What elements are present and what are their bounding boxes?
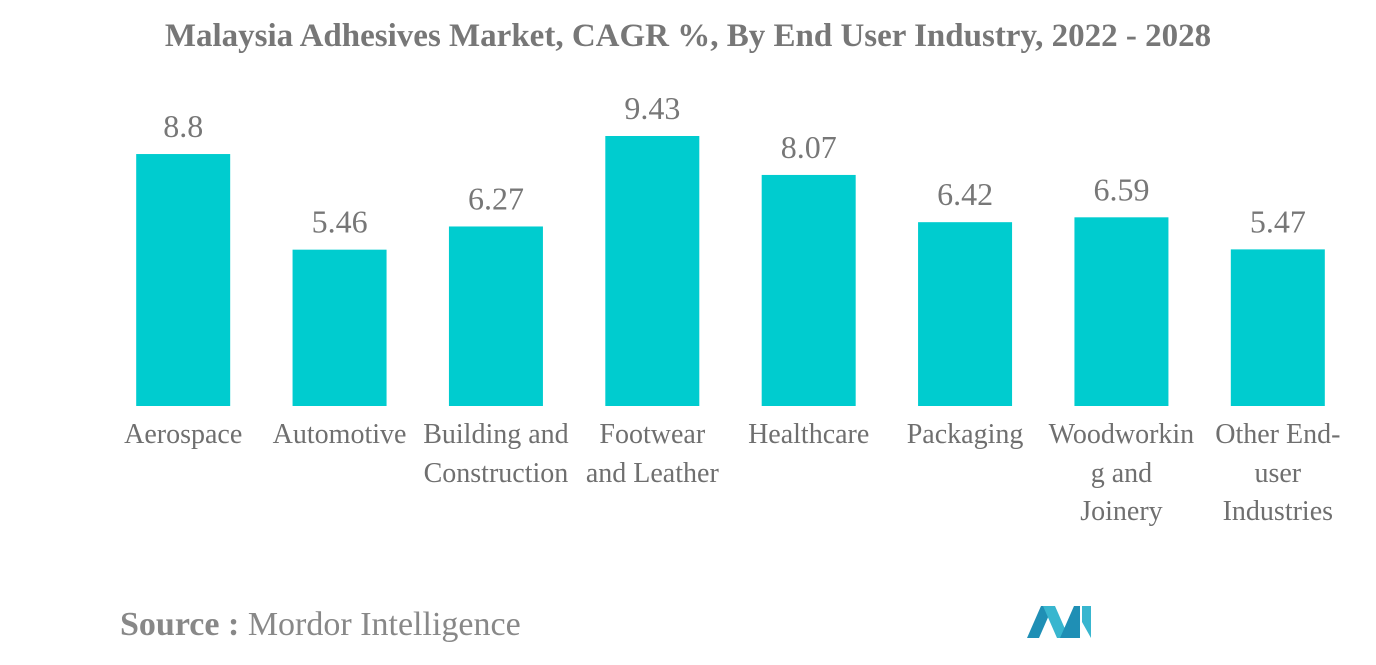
value-label: 6.27 [468, 180, 524, 216]
source-text: Mordor Intelligence [247, 606, 521, 643]
bar [761, 174, 856, 406]
bar [448, 226, 543, 406]
x-tick-label: Building and Construction [423, 419, 569, 489]
value-label: 9.43 [624, 90, 680, 126]
x-tick-label: Aerospace [124, 419, 243, 450]
bar [1074, 217, 1169, 406]
bar [136, 154, 231, 406]
value-label: 6.42 [937, 176, 993, 212]
x-tick-label: Healthcare [748, 419, 870, 450]
bar [1230, 249, 1325, 406]
value-label: 6.59 [1093, 171, 1149, 207]
bar [292, 249, 387, 406]
value-label: 8.8 [163, 108, 203, 144]
logo [1027, 606, 1091, 638]
value-label: 8.07 [781, 129, 837, 165]
x-tick-label: Footwear and Leather [585, 419, 719, 489]
x-tick-label: Woodworking and Joinery [1048, 419, 1195, 527]
source-label: Source : [120, 606, 240, 643]
x-tick-label: Packaging [906, 419, 1024, 450]
source: Source : Mordor Intelligence [120, 606, 521, 644]
value-label: 5.46 [312, 204, 368, 240]
x-tick-label: Other End-user Industries [1215, 419, 1341, 527]
chart-title: Malaysia Adhesives Market, CAGR %, By En… [164, 18, 1212, 54]
bar [605, 136, 700, 406]
bar [918, 222, 1013, 406]
x-tick-label: Automotive [272, 419, 407, 450]
value-label: 5.47 [1250, 203, 1306, 239]
